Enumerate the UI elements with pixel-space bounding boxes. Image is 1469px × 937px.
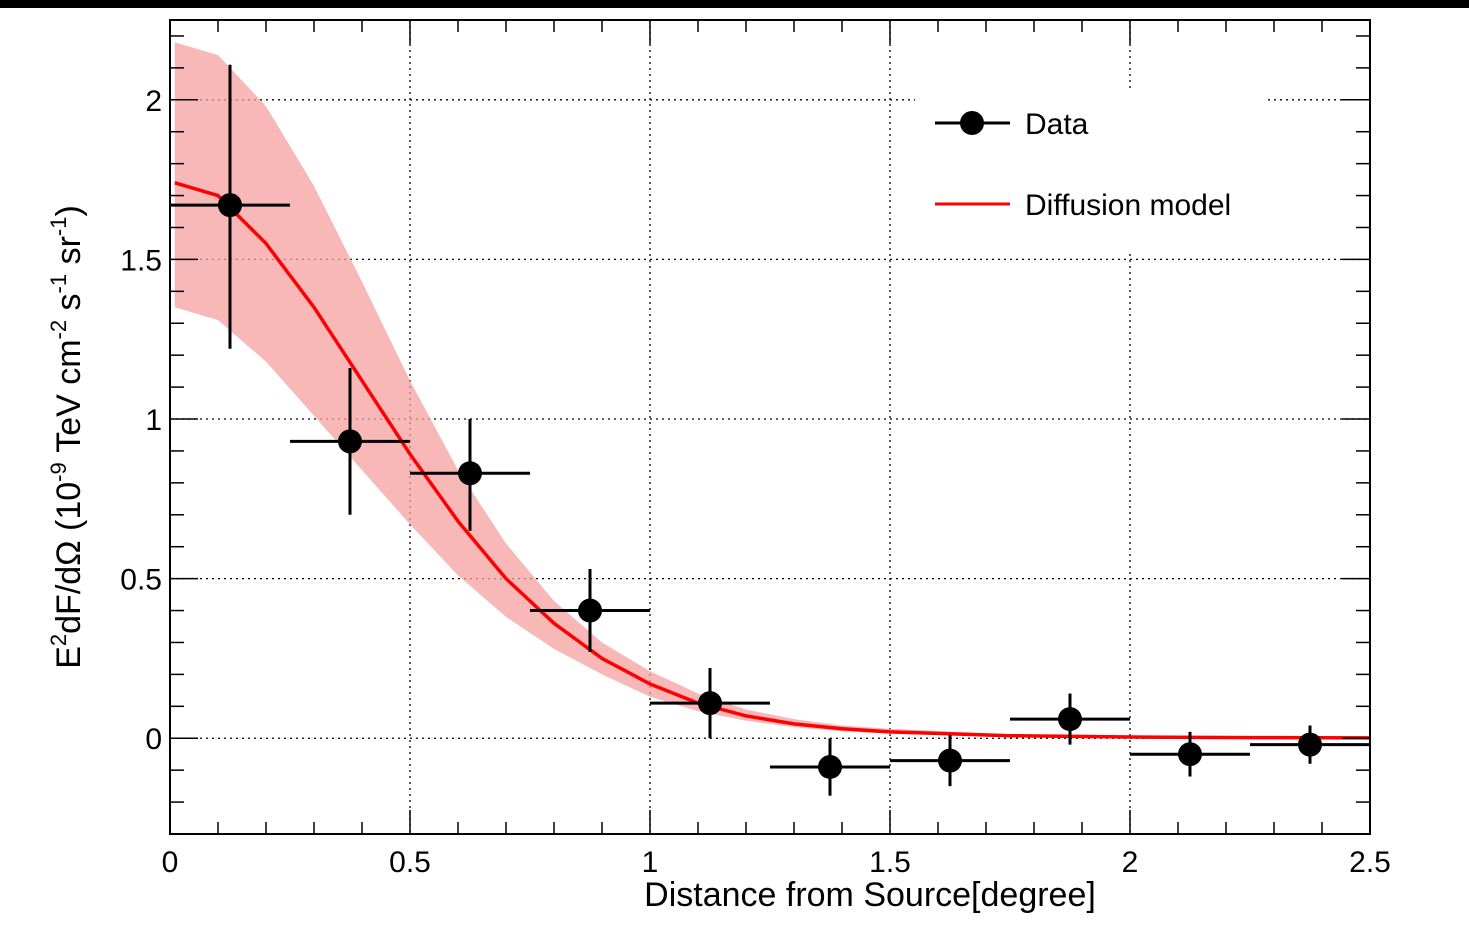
model-uncertainty-band: [174, 42, 1370, 739]
x-tick-label: 0.5: [389, 846, 431, 879]
data-point: [530, 569, 650, 653]
x-tick-labels: 0 0.5 1 1.5 2 2.5: [162, 846, 1391, 879]
model-curve: [174, 181, 1371, 740]
data-point: [1010, 693, 1130, 745]
data-point-marker: [578, 598, 602, 623]
data-point: [650, 668, 770, 739]
y-label-unit1-sup: -2: [46, 320, 71, 340]
data-point: [410, 419, 530, 531]
legend: Data Diffusion model: [915, 90, 1265, 250]
data-point-marker: [698, 691, 722, 716]
data-point: [890, 735, 1010, 787]
data-point-marker: [818, 754, 842, 779]
y-axis-label: E2dF/dΩ (10-9 TeV cm-2 s-1 sr-1): [46, 205, 88, 669]
y-label-unit3-sup: -1: [46, 217, 71, 237]
data-point-marker: [218, 193, 242, 218]
y-tick-label: 0.5: [120, 564, 162, 597]
axis-ticks: [169, 20, 1371, 835]
data-point-marker: [338, 429, 362, 454]
y-label-close: ): [50, 205, 88, 216]
y-tick-label: 1.5: [120, 244, 162, 277]
chart-svg: 0 0.5 1 1.5 2 2.5 0 0.5 1 1.5 2 Distance from Sou…: [46, 19, 1391, 914]
y-label-mid-sup: -9: [46, 462, 71, 482]
y-tick-label: 1: [145, 404, 162, 437]
chart-figure: 0 0.5 1 1.5 2 2.5 0 0.5 1 1.5 2 Distance from Sou…: [0, 8, 1469, 937]
data-point: [290, 367, 410, 515]
data-point: [1250, 725, 1370, 764]
data-point-marker: [458, 461, 482, 486]
data-point-marker: [1298, 732, 1322, 757]
data-point: [770, 738, 890, 796]
legend-data-marker: [960, 111, 984, 135]
y-tick-labels: 0 0.5 1 1.5 2: [120, 85, 162, 756]
y-label-unit2: s: [50, 293, 88, 319]
data-point: [170, 64, 290, 349]
legend-model-label: Diffusion model: [1025, 189, 1231, 222]
model-curve-group: [174, 181, 1371, 740]
y-tick-label: 0: [145, 723, 162, 756]
data-point-marker: [1058, 707, 1082, 732]
y-label-base: E: [50, 646, 88, 669]
x-tick-label: 1.5: [869, 846, 911, 879]
data-point: [1130, 731, 1250, 777]
y-label-unit3: sr: [50, 236, 88, 274]
y-label-mid: dF/dΩ (10: [50, 482, 88, 634]
x-tick-label: 1: [642, 846, 659, 879]
y-label-unit2-sup: -1: [46, 274, 71, 294]
x-tick-label: 2.5: [1349, 846, 1391, 879]
y-tick-label: 2: [145, 85, 162, 118]
x-tick-label: 0: [162, 846, 179, 879]
data-points-group: [170, 64, 1370, 796]
data-point-marker: [938, 748, 962, 773]
x-axis-label: Distance from Source[degree]: [644, 876, 1096, 914]
data-point-marker: [1178, 742, 1202, 767]
model-band-area: [174, 42, 1370, 739]
x-tick-label: 2: [1122, 846, 1139, 879]
y-label-base-sup: 2: [46, 634, 71, 646]
legend-data-label: Data: [1025, 108, 1089, 141]
grid-lines: [170, 20, 1370, 834]
plot-frame: [169, 19, 1371, 835]
y-label-unit1: TeV cm: [50, 339, 88, 462]
